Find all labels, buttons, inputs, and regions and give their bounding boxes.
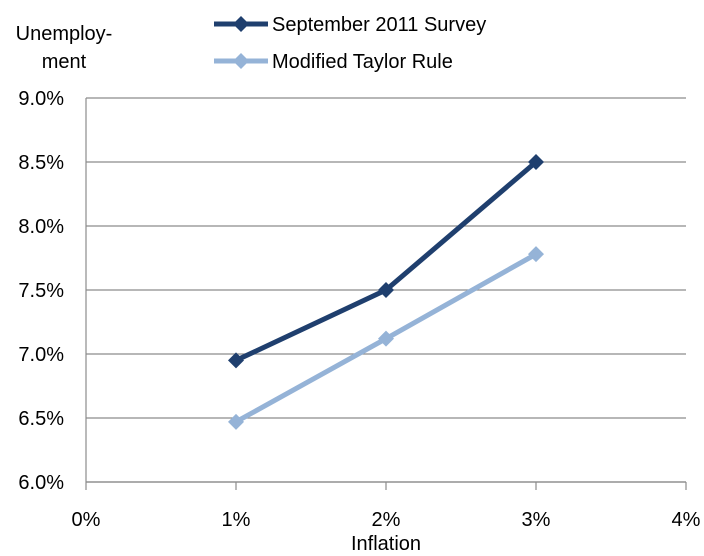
- series: [228, 154, 544, 430]
- data-point: [228, 352, 244, 369]
- x-tick-label: 3%: [522, 509, 551, 531]
- y-tick-label: 7.5%: [18, 280, 64, 302]
- y-tick-label: 7.0%: [18, 344, 64, 366]
- y-axis-title-line-1: Unemploy-: [16, 23, 113, 45]
- legend-marker: [233, 53, 249, 69]
- data-point: [228, 413, 244, 430]
- y-tick-label: 6.0%: [18, 472, 64, 494]
- data-point: [378, 282, 394, 298]
- legend-marker: [233, 16, 249, 32]
- y-tick-label: 8.5%: [18, 152, 64, 174]
- x-axis-title: Inflation: [351, 533, 421, 555]
- y-axis-title-line-2: ment: [42, 51, 87, 73]
- tick-labels: 6.0% 6.5% 7.0% 7.5% 8.0% 8.5% 9.0% 0% 1% 2% 3% 4%: [18, 88, 700, 531]
- axes: [85, 98, 687, 490]
- series-2: [228, 246, 544, 430]
- legend-label: Modified Taylor Rule: [272, 51, 453, 73]
- legend-item-1: September 2011 Survey: [214, 14, 486, 36]
- legend-item-2: Modified Taylor Rule: [214, 51, 453, 73]
- legend-label: September 2011 Survey: [272, 14, 486, 36]
- series-line: [233, 159, 539, 363]
- x-tick-label: 0%: [72, 509, 101, 531]
- data-point: [378, 330, 394, 347]
- y-tick-label: 8.0%: [18, 216, 64, 238]
- series-1: [228, 154, 544, 369]
- data-point: [528, 246, 544, 263]
- x-tick-label: 1%: [222, 509, 251, 531]
- x-tick-label: 4%: [672, 509, 701, 531]
- data-point: [528, 154, 544, 170]
- y-tick-label: 6.5%: [18, 408, 64, 430]
- y-tick-label: 9.0%: [18, 88, 64, 110]
- x-tick-label: 2%: [372, 509, 401, 531]
- legend: September 2011 Survey Modified Taylor Rul…: [214, 14, 486, 73]
